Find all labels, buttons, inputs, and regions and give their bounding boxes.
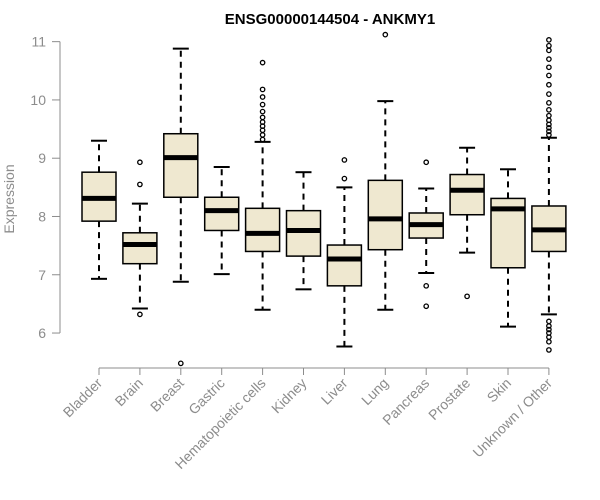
outlier-point [259,132,266,138]
box-brain [122,159,158,318]
box-prostate [449,146,485,300]
outlier-point [546,112,552,119]
outlier-point [259,59,266,66]
outlier-point [259,94,266,100]
box-bladder [81,139,117,280]
box-kidney [285,171,322,291]
box-unknown-other [531,37,567,353]
outlier-point [259,114,266,121]
box-breast [163,47,199,367]
outlier-point [546,326,552,333]
x-tick-label: Skin [484,375,515,406]
outlier-point [546,338,552,345]
box-liver [326,157,363,348]
outlier-point [423,159,430,166]
outlier-point [546,125,552,131]
outlier-point [259,86,266,93]
outlier-point [546,37,552,43]
x-tick-label: Liver [318,375,351,408]
y-tick-label: 8 [38,208,46,224]
x-tick-label: Prostate [425,375,473,423]
x-tick-label: Breast [147,375,187,415]
box-hematopoietic-cells [244,59,281,311]
box-iqr [285,209,322,257]
y-tick-label: 10 [30,92,46,108]
chart-title: ENSG00000144504 - ANKMY1 [225,11,435,28]
outlier-point [341,157,348,163]
x-tick-label: Kidney [268,375,310,417]
outlier-point [464,293,470,300]
outlier-point [259,101,266,108]
box-iqr [163,132,199,199]
box-skin [490,168,526,328]
outlier-point [177,360,184,367]
outlier-point [546,106,552,113]
y-tick-label: 6 [38,325,46,341]
box-iqr [203,196,240,232]
x-tick-label: Bladder [60,375,106,421]
outlier-point [259,108,266,115]
y-axis-label: Expression [1,164,17,233]
box-iqr [122,232,158,265]
outlier-point [546,42,552,49]
outlier-point [546,72,552,79]
outlier-point [341,175,348,182]
box-iqr [244,207,281,253]
y-tick-label: 11 [31,34,46,50]
y-axis: 6 7 8 9 10 11 [30,34,61,341]
outlier-point [546,318,552,325]
outlier-point [382,31,389,38]
outlier-point [546,47,552,54]
outlier-point [546,91,552,97]
box-iqr [326,244,363,287]
box-iqr [449,173,485,216]
box-series [81,31,567,367]
outlier-point [423,303,430,310]
outlier-point [137,311,143,318]
x-tick-label: Lung [358,375,391,408]
outlier-point [546,81,552,88]
outlier-point [137,159,143,166]
y-tick-label: 9 [38,150,46,166]
outlier-point [137,181,143,188]
y-tick-label: 7 [38,267,46,283]
outlier-point [546,99,552,106]
outlier-point [546,56,552,62]
box-lung [367,31,404,311]
box-iqr [367,179,404,251]
outlier-point [546,347,552,353]
outlier-point [546,64,552,71]
outlier-point [546,132,552,138]
outlier-point [423,282,430,289]
outlier-point [546,128,552,135]
box-pancreas [408,159,444,310]
outlier-point [546,330,552,336]
box-gastric [203,165,240,276]
x-tick-label: Brain [112,375,146,409]
